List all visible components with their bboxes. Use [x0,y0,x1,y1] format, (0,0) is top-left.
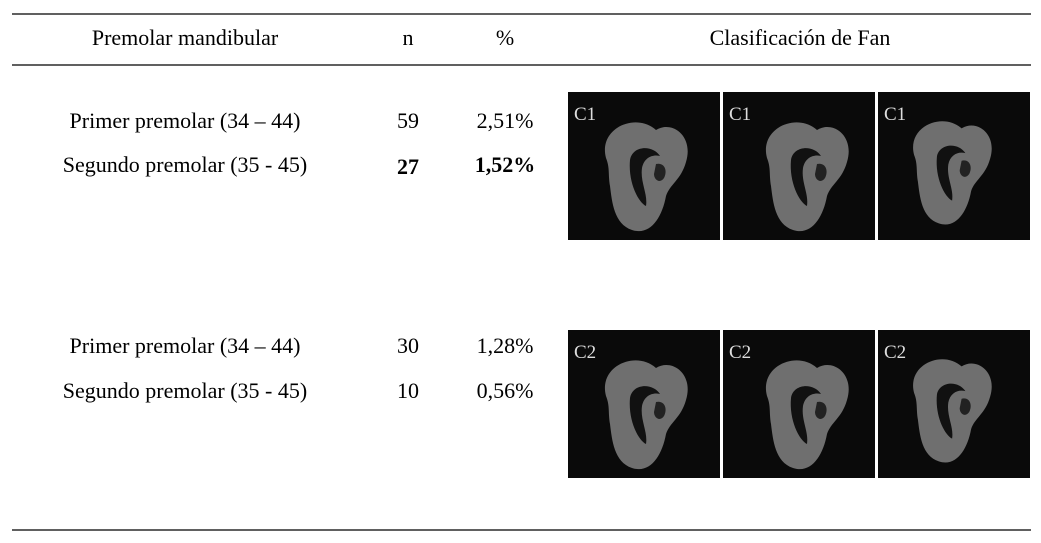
header-cell: Premolar mandibular [92,25,279,50]
header-cell: n [403,25,414,50]
table: Premolar mandibular n % Clasificación de… [0,0,1041,543]
header-cell: Clasificación de Fan [710,25,891,50]
image-label: C2 [884,342,906,363]
ct-image: C2 [723,330,875,478]
row-label: Primer premolar (34 – 44) [70,333,301,358]
percent-cell: 2,51% [477,108,534,133]
image-panel: C1 C1 C1 C2 C2 C2 [568,92,1030,478]
n-cell: 10 [397,378,419,403]
ct-image: C2 [878,330,1030,478]
percent-cell: 1,28% [477,333,534,358]
image-label: C1 [574,104,596,125]
percent-cell: 0,56% [477,378,534,403]
image-label: C2 [574,342,596,363]
image-label: C2 [729,342,751,363]
percent-cell: 1,52% [475,152,536,177]
row-label: Segundo premolar (35 - 45) [63,378,307,403]
ct-image: C1 [568,92,720,240]
ct-image: C2 [568,330,720,478]
row-label: Segundo premolar (35 - 45) [63,152,307,177]
header-cell: % [496,25,514,50]
ct-image: C1 [723,92,875,240]
image-label: C1 [729,104,751,125]
n-cell: 30 [397,333,419,358]
ct-image: C1 [878,92,1030,240]
n-cell: 27 [397,154,419,179]
image-label: C1 [884,104,906,125]
n-cell: 59 [397,108,419,133]
row-label: Primer premolar (34 – 44) [70,108,301,133]
